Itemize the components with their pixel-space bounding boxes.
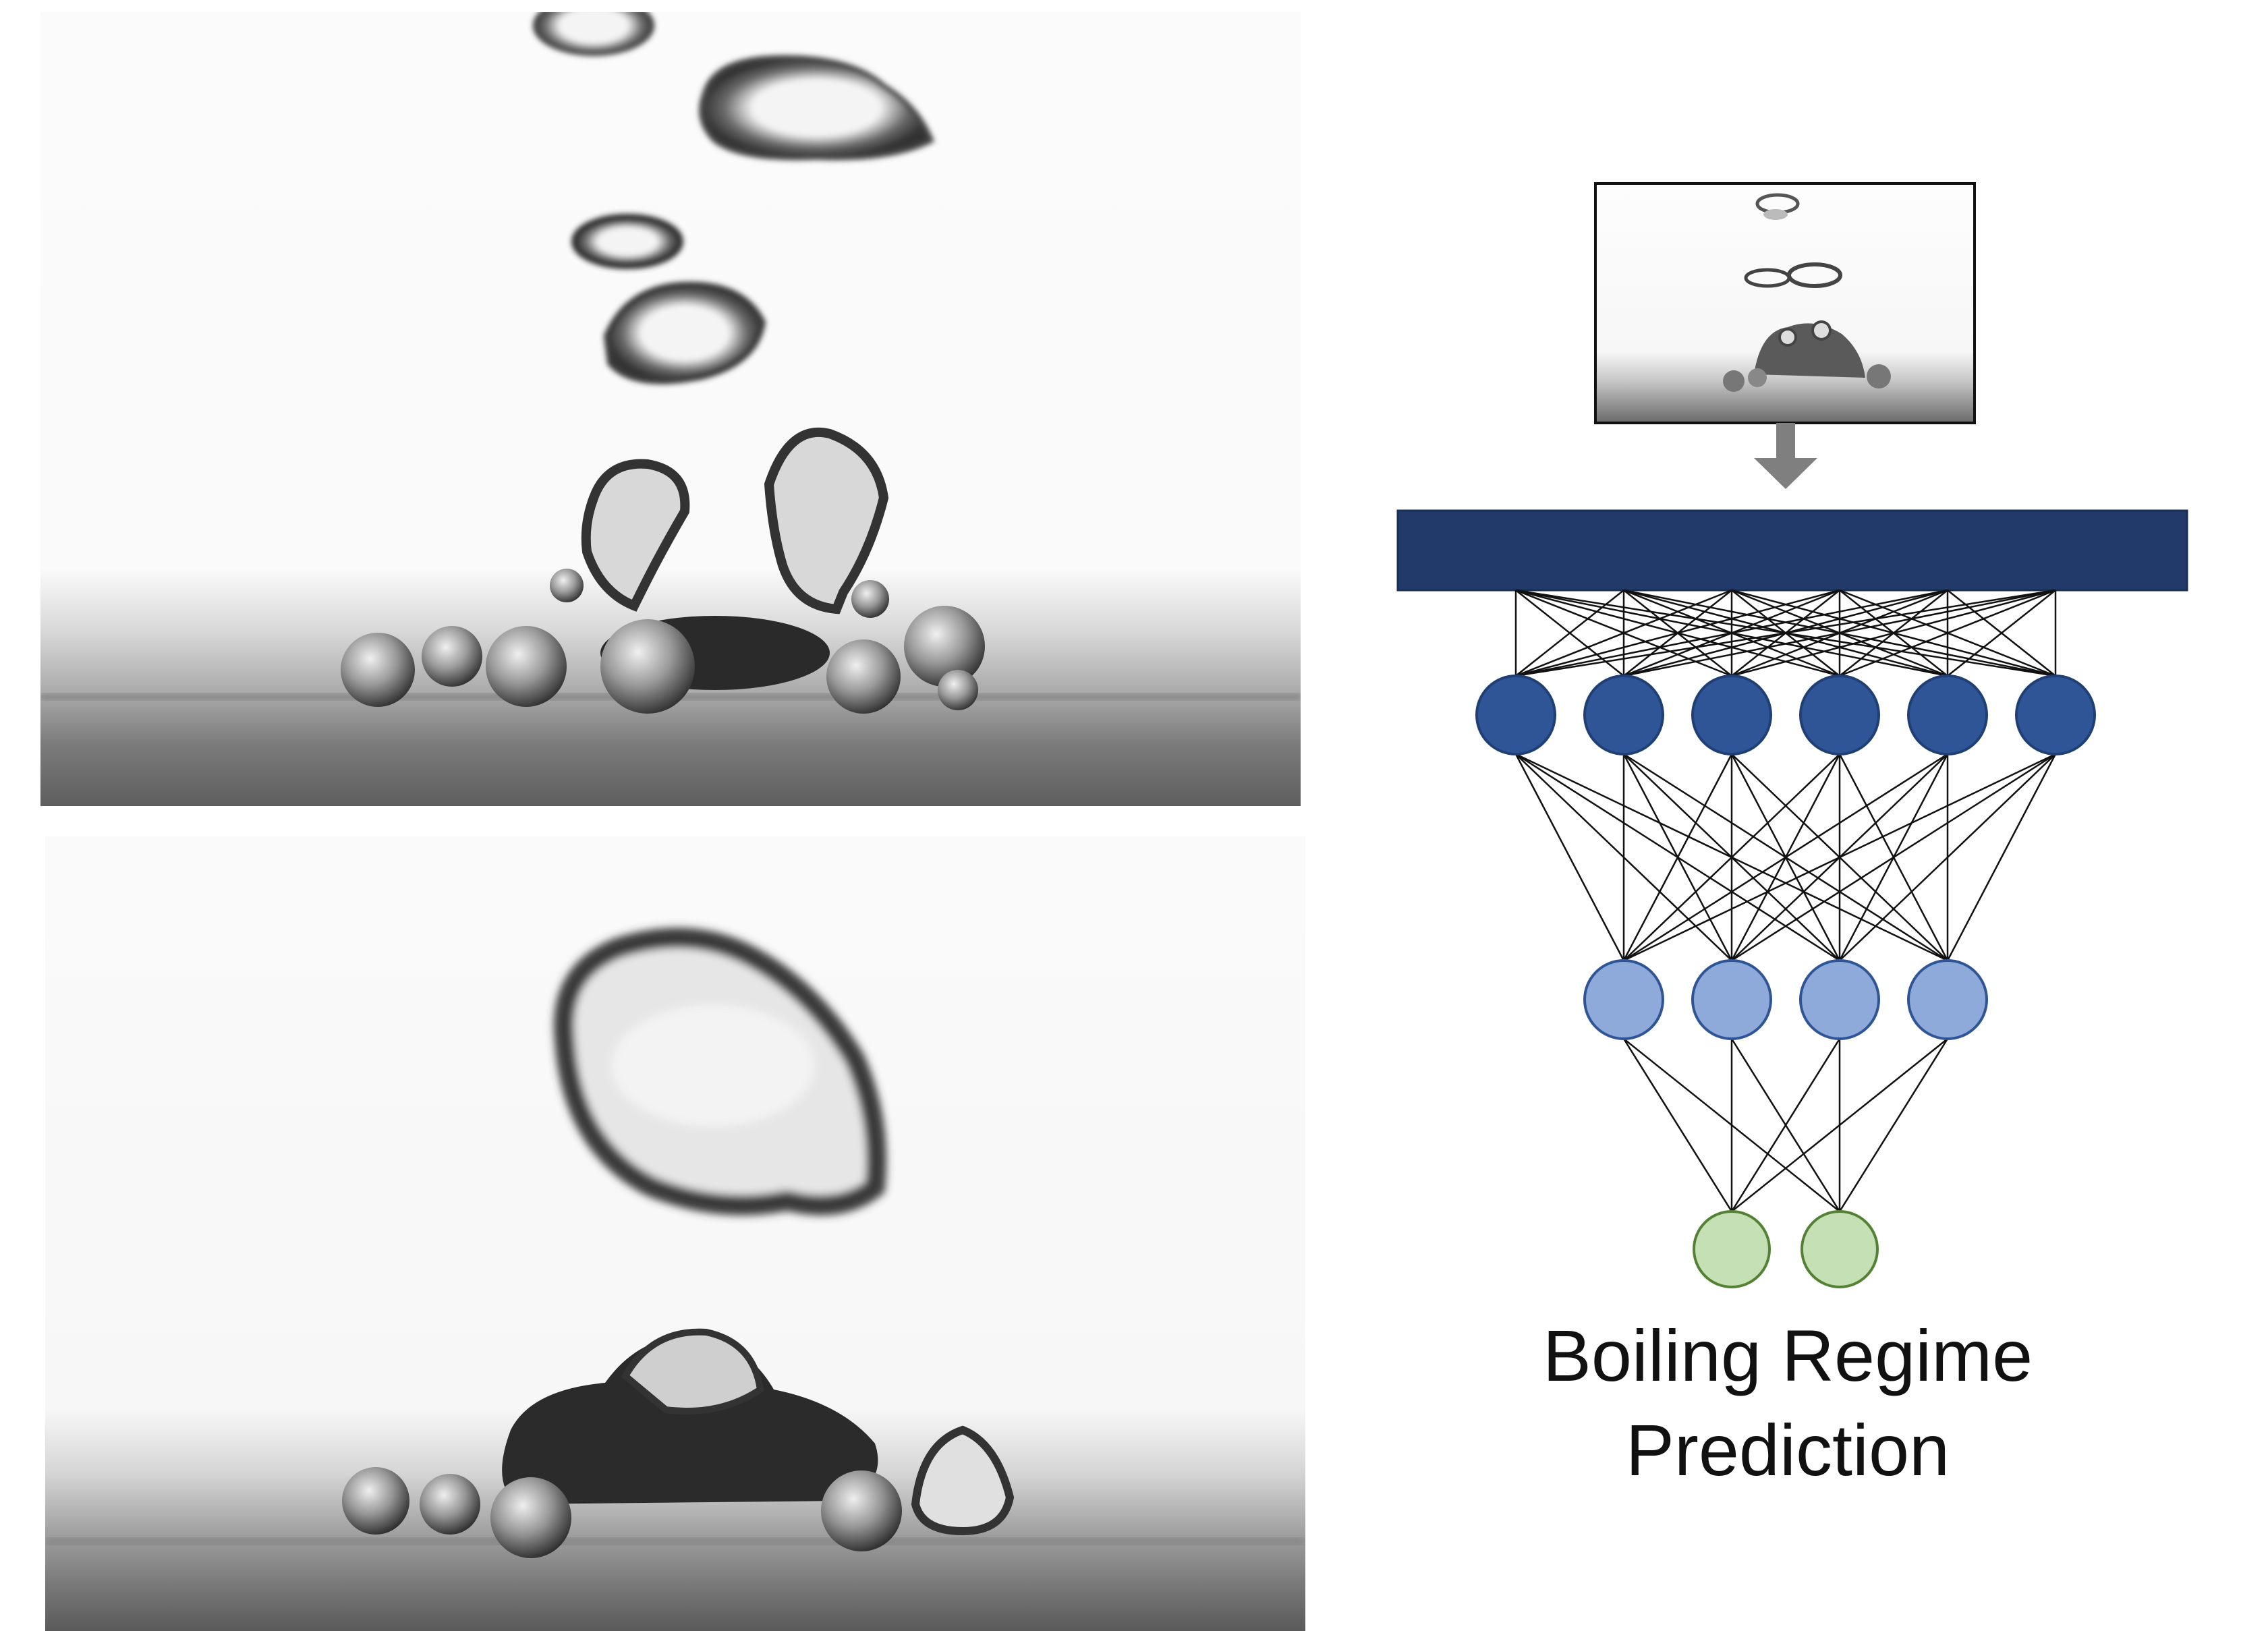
connection-edge (1623, 753, 2056, 962)
connection-edge (1731, 753, 2056, 962)
connection-edge (1947, 590, 2056, 677)
caption-line-1: Boiling Regime (1542, 1315, 2033, 1396)
hidden-layer-1-node-3 (1691, 675, 1772, 755)
connection-edge (1839, 589, 2056, 677)
hidden-layer-1-node-1 (1475, 675, 1556, 755)
connection-edge (1515, 589, 1732, 677)
hidden-layer-2-node-3 (1799, 959, 1880, 1040)
boiling-photo-top (40, 12, 1301, 806)
surface-bubbles (342, 1328, 1015, 1558)
connection-edge (1838, 1038, 1949, 1212)
network-nodes (1475, 675, 2096, 1288)
hidden-layer-1-node-2 (1583, 675, 1664, 755)
connection-edge (1622, 753, 1733, 961)
connection-edge (1515, 589, 2056, 677)
down-arrow-icon (1754, 423, 1817, 489)
connection-edge (1623, 753, 1948, 962)
hidden-layer-2-node-1 (1583, 959, 1664, 1040)
connection-edge (1839, 753, 2056, 961)
connection-edge (1623, 753, 1840, 961)
hidden-layer-1-node-6 (2015, 675, 2096, 755)
caption-line-2: Prediction (1625, 1409, 1950, 1491)
hidden-layer-2-node-4 (1907, 959, 1988, 1040)
dense-layer-bar (1396, 509, 2188, 592)
departing-bubbles (533, 12, 935, 384)
connection-edge (1946, 753, 2057, 961)
output-layer-node-2 (1801, 1210, 1879, 1288)
connection-edge (1514, 753, 1625, 961)
boiling-regime-prediction-label: Boiling Regime Prediction (1376, 1309, 2199, 1497)
output-layer-node-1 (1693, 1210, 1771, 1288)
hidden-layer-2-node-2 (1691, 959, 1772, 1040)
boiling-photo-bottom (45, 836, 1305, 1631)
hidden-layer-1-node-4 (1799, 675, 1880, 755)
connection-edge (1731, 1038, 1948, 1212)
connection-edge (1623, 589, 2056, 677)
vapor-mass (554, 927, 886, 1215)
connection-edge (1515, 589, 1948, 677)
hidden-layer-1-node-5 (1907, 675, 1988, 755)
input-image-thumbnail (1594, 182, 1976, 424)
connection-edge (1515, 590, 1624, 677)
connection-edge (1730, 1038, 1841, 1212)
network-connections (1514, 589, 2057, 1212)
connection-edge (1622, 1038, 1733, 1212)
neural-network-diagram (1376, 175, 2226, 1336)
connection-edge (1515, 589, 1840, 677)
attached-bubbles (341, 427, 985, 714)
connection-edge (1731, 589, 2056, 677)
